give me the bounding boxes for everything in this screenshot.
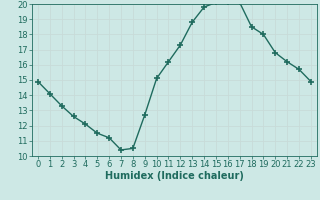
X-axis label: Humidex (Indice chaleur): Humidex (Indice chaleur) [105,171,244,181]
